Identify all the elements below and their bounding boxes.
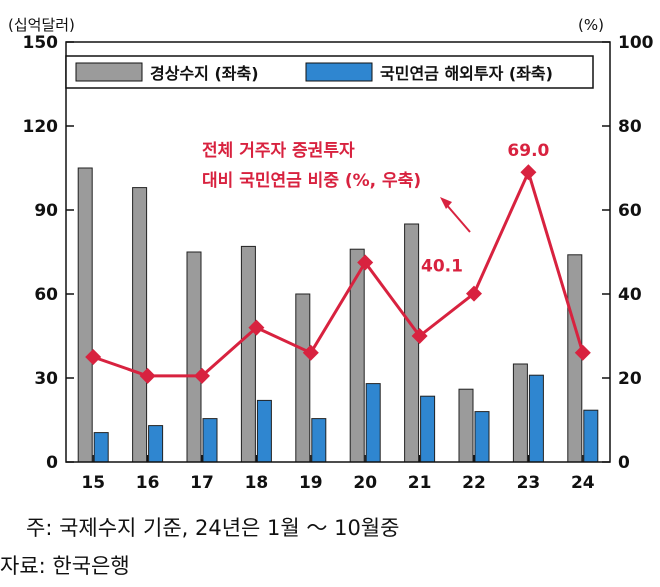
bar-current-account-17 [186, 251, 202, 463]
right-tick-20: 20 [618, 369, 642, 389]
bar-current-account-24 [567, 254, 583, 463]
bar-current-account-15 [77, 167, 93, 463]
bar-nps-overseas-20 [365, 383, 381, 463]
bar-nps-overseas-19 [311, 418, 327, 463]
line-label-1: 전체 거주자 증권투자 [202, 141, 355, 161]
bar-current-account-23 [512, 363, 528, 463]
x-tick-21: 21 [408, 473, 432, 493]
bar-current-account-21 [404, 223, 420, 463]
line-marker-15 [85, 349, 102, 365]
x-tick-20: 20 [353, 473, 377, 493]
footnote: 주: 국제수지 기준, 24년은 1월 ～ 10월중 [26, 516, 400, 540]
bar-nps-overseas-17 [202, 418, 218, 463]
left-axis-unit: (십억달러) [8, 16, 75, 34]
x-tick-23: 23 [517, 473, 541, 493]
bar-current-account-22 [458, 388, 474, 463]
line-nps-share [92, 170, 585, 378]
line-marker-16 [139, 367, 156, 384]
bar-current-account-18 [240, 245, 256, 463]
line-marker-24 [574, 344, 591, 361]
left-tick-30: 30 [34, 369, 58, 389]
x-tick-22: 22 [462, 473, 486, 493]
right-tick-100: 100 [618, 33, 654, 53]
x-tick-16: 16 [136, 473, 160, 493]
line-marker-23 [520, 164, 537, 181]
right-axis-unit: (%) [578, 16, 604, 34]
bar-nps-overseas-21 [420, 395, 436, 463]
right-tick-0: 0 [618, 453, 630, 473]
legend: 경상수지 (좌축) 국민연금 해외투자 (좌축) [65, 55, 594, 89]
chart-svg: 69.0 40.1 15 16 17 18 19 20 21 22 23 24 0 30 60 90 120 1… [8, 16, 654, 493]
left-tick-120: 120 [23, 117, 59, 137]
right-tick-40: 40 [618, 285, 642, 305]
line-marker-20 [357, 254, 374, 271]
line-marker-19 [302, 344, 319, 361]
left-tick-150: 150 [23, 33, 59, 53]
annotation-23: 69.0 [507, 141, 549, 161]
x-tick-19: 19 [299, 473, 323, 493]
annotation-arrowhead [440, 197, 452, 209]
line-marker-18 [248, 319, 265, 336]
line-marker-17 [194, 367, 210, 384]
bar-nps-overseas-15 [93, 432, 109, 463]
bar-current-account-19 [295, 293, 311, 463]
annotation-22: 40.1 [421, 257, 463, 277]
legend-swatch-nps-overseas [305, 62, 373, 82]
bar-nps-overseas-22 [474, 411, 490, 463]
legend-swatch-current-account [75, 62, 143, 82]
bar-current-account-16 [132, 187, 148, 463]
left-tick-90: 90 [34, 201, 58, 221]
line-marker-21 [411, 328, 428, 344]
left-tick-0: 0 [46, 453, 58, 473]
line-label-2: 대비 국민연금 비중 (%, 우축) [202, 171, 421, 191]
bar-nps-overseas-18 [256, 399, 272, 463]
x-tick-24: 24 [571, 473, 595, 493]
bar-nps-overseas-24 [583, 409, 599, 463]
line-marker-22 [466, 285, 482, 302]
plot-frame [65, 41, 611, 463]
right-tick-80: 80 [618, 117, 642, 137]
bar-nps-overseas-23 [528, 374, 544, 463]
x-tick-17: 17 [190, 473, 214, 493]
annotation-arrow [444, 202, 471, 233]
left-tick-60: 60 [34, 285, 58, 305]
right-tick-60: 60 [618, 201, 642, 221]
x-tick-18: 18 [245, 473, 269, 493]
legend-label-nps-overseas: 국민연금 해외투자 (좌축) [380, 64, 553, 83]
source-note: 자료: 한국은행 [0, 554, 130, 578]
x-tick-15: 15 [81, 473, 105, 493]
legend-label-current-account: 경상수지 (좌축) [150, 64, 259, 83]
bar-nps-overseas-16 [148, 425, 164, 463]
